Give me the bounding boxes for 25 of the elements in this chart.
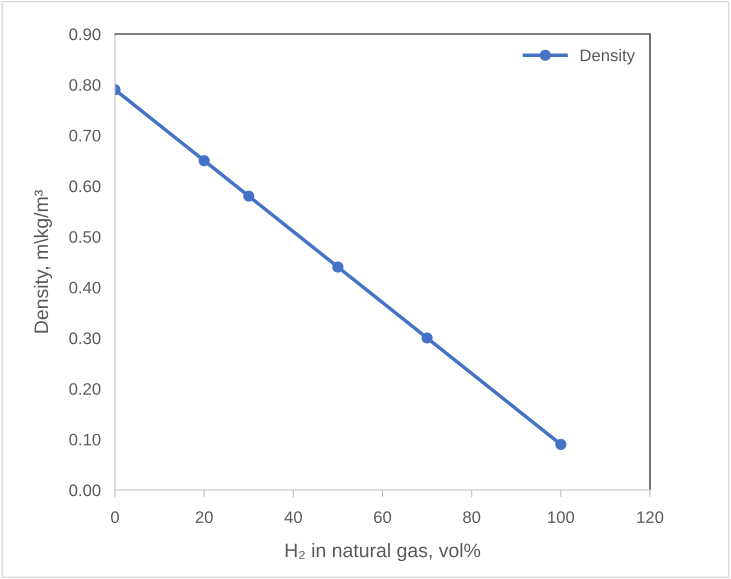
- x-tick-label: 0: [111, 511, 119, 524]
- point: [332, 262, 344, 273]
- point: [555, 438, 566, 450]
- y-tick-label: 0.00: [69, 484, 100, 496]
- y-tick-label: 0.40: [69, 282, 100, 294]
- x-tick-label: 60: [374, 511, 392, 524]
- x-tick-label: 80: [463, 511, 480, 524]
- x-tick-label: 40: [284, 511, 302, 524]
- point: [198, 155, 210, 166]
- point: [422, 332, 433, 344]
- y-tick-label: 0.20: [69, 383, 100, 395]
- x-tick-label: 100: [548, 511, 574, 524]
- y-axis-title: Density, m\kg/m³: [34, 190, 52, 333]
- y-tick-label: 0.60: [69, 180, 100, 192]
- point: [243, 190, 254, 202]
- y-tick-label: 0.70: [69, 130, 100, 142]
- y-tick-label: 0.30: [69, 332, 100, 344]
- y-tick-label: 0.50: [69, 231, 100, 243]
- y-tick-label: 0.10: [69, 434, 100, 446]
- y-tick-label: 0.80: [69, 79, 100, 91]
- x-axis-title: H₂ in natural gas, vol%: [286, 543, 480, 562]
- legend-label: Density: [580, 49, 635, 65]
- x-tick-label: 20: [196, 511, 213, 524]
- x-tick-label: 120: [637, 511, 664, 524]
- y-tick-label: 0.90: [69, 28, 100, 40]
